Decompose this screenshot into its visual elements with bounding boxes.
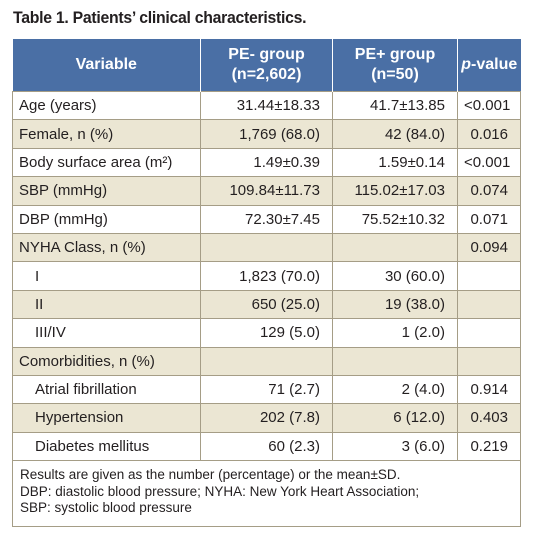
cell-p-value: 0.071 — [457, 204, 521, 234]
cell-p-value — [457, 261, 521, 291]
cell-p-value: 0.403 — [457, 403, 521, 433]
cell-variable: II — [12, 289, 201, 320]
cell-variable: III/IV — [12, 318, 201, 348]
table-row: Comorbidities, n (%) — [12, 346, 521, 376]
cell-pe-plus: 6 (12.0) — [332, 403, 458, 433]
header-variable: Variable — [12, 39, 201, 92]
cell-pe-minus: 1,823 (70.0) — [200, 261, 333, 291]
cell-p-value — [457, 318, 521, 348]
footnote-cell: Results are given as the number (percent… — [12, 460, 521, 527]
header-pe-plus-line1: PE+ group — [354, 46, 436, 63]
cell-pe-plus: 19 (38.0) — [332, 289, 458, 320]
header-pe-plus: PE+ group (n=50) — [332, 39, 458, 92]
header-variable-label: Variable — [75, 56, 137, 73]
cell-p-value: <0.001 — [457, 147, 521, 178]
header-p-italic: p — [461, 56, 472, 73]
footnote-line-3: SBP: systolic blood pressure — [20, 500, 192, 516]
table-row: Body surface area (m²) 1.49±0.39 1.59±0.14… — [12, 147, 521, 178]
cell-p-value: 0.094 — [457, 232, 521, 263]
table-row: III/IV 129 (5.0) 1 (2.0) — [12, 318, 521, 348]
cell-p-value: 0.914 — [457, 374, 521, 405]
cell-p-value: 0.016 — [457, 119, 521, 149]
table-title: Table 1. Patients’ clinical characterist… — [13, 8, 307, 27]
table-row: I 1,823 (70.0) 30 (60.0) — [12, 261, 521, 291]
cell-pe-plus: 115.02±17.03 — [332, 176, 458, 206]
header-row: Variable PE- group (n=2,602) PE+ group (… — [12, 39, 521, 92]
table-row: Hypertension 202 (7.8) 6 (12.0) 0.403 — [12, 403, 521, 433]
cell-variable: Body surface area (m²) — [12, 147, 201, 178]
cell-pe-minus: 1.49±0.39 — [200, 147, 333, 178]
header-pe-minus: PE- group (n=2,602) — [200, 39, 333, 92]
cell-pe-minus: 60 (2.3) — [200, 431, 333, 462]
header-p-value: p-value — [457, 39, 521, 92]
cell-pe-plus: 42 (84.0) — [332, 119, 458, 149]
header-pe-minus-line1: PE- group — [228, 46, 305, 63]
table-row: II 650 (25.0) 19 (38.0) — [12, 289, 521, 320]
cell-p-value: <0.001 — [457, 90, 521, 121]
cell-variable: Female, n (%) — [12, 119, 201, 149]
cell-variable: Age (years) — [12, 90, 201, 121]
cell-pe-minus — [200, 232, 333, 263]
cell-pe-minus: 72.30±7.45 — [200, 204, 333, 234]
cell-variable: I — [12, 261, 201, 291]
cell-pe-minus: 650 (25.0) — [200, 289, 333, 320]
cell-pe-minus: 202 (7.8) — [200, 403, 333, 433]
cell-pe-plus: 30 (60.0) — [332, 261, 458, 291]
cell-pe-plus: 3 (6.0) — [332, 431, 458, 462]
header-p-rest: -value — [471, 56, 518, 73]
table-row: Diabetes mellitus 60 (2.3) 3 (6.0) 0.219 — [12, 431, 521, 462]
cell-p-value: 0.219 — [457, 431, 521, 462]
header-pe-plus-line2: (n=50) — [371, 66, 419, 83]
cell-p-value — [457, 289, 521, 320]
footnote-line-2: DBP: diastolic blood pressure; NYHA: New… — [20, 483, 420, 499]
cell-pe-minus — [200, 346, 333, 376]
table-row: Atrial fibrillation 71 (2.7) 2 (4.0) 0.914 — [12, 374, 521, 405]
cell-pe-plus: 75.52±10.32 — [332, 204, 458, 234]
cell-variable: Comorbidities, n (%) — [12, 346, 201, 376]
table-row: Female, n (%) 1,769 (68.0) 42 (84.0) 0.016 — [12, 119, 521, 149]
cell-pe-plus: 1.59±0.14 — [332, 147, 458, 178]
table-row: SBP (mmHg) 109.84±11.73 115.02±17.03 0.074 — [12, 176, 521, 206]
cell-pe-plus: 41.7±13.85 — [332, 90, 458, 121]
cell-variable: Hypertension — [12, 403, 201, 433]
cell-variable: Atrial fibrillation — [12, 374, 201, 405]
cell-pe-minus: 129 (5.0) — [200, 318, 333, 348]
cell-variable: NYHA Class, n (%) — [12, 232, 201, 263]
table-body: Age (years) 31.44±18.33 41.7±13.85 <0.001 Fe… — [12, 90, 521, 462]
table-header: Variable PE- group (n=2,602) PE+ group (… — [12, 39, 521, 92]
cell-pe-plus: 1 (2.0) — [332, 318, 458, 348]
cell-variable: DBP (mmHg) — [12, 204, 201, 234]
table-row: Age (years) 31.44±18.33 41.7±13.85 <0.001 — [12, 90, 521, 121]
cell-pe-minus: 31.44±18.33 — [200, 90, 333, 121]
cell-pe-minus: 109.84±11.73 — [200, 176, 333, 206]
footnote-line-1: Results are given as the number (percent… — [20, 467, 401, 483]
table-row: DBP (mmHg) 72.30±7.45 75.52±10.32 0.071 — [12, 204, 521, 234]
footnote-row: Results are given as the number (percent… — [12, 460, 521, 527]
cell-pe-plus: 2 (4.0) — [332, 374, 458, 405]
cell-p-value: 0.074 — [457, 176, 521, 206]
cell-pe-minus: 1,769 (68.0) — [200, 119, 333, 149]
cell-pe-plus — [332, 232, 458, 263]
cell-variable: SBP (mmHg) — [12, 176, 201, 206]
cell-pe-minus: 71 (2.7) — [200, 374, 333, 405]
table-row: NYHA Class, n (%) 0.094 — [12, 232, 521, 263]
cell-variable: Diabetes mellitus — [12, 431, 201, 462]
cell-pe-plus — [332, 346, 458, 376]
cell-p-value — [457, 346, 521, 376]
table-footer: Results are given as the number (percent… — [12, 460, 521, 527]
header-pe-minus-line2: (n=2,602) — [231, 66, 302, 83]
clinical-characteristics-table: Variable PE- group (n=2,602) PE+ group (… — [12, 39, 521, 527]
